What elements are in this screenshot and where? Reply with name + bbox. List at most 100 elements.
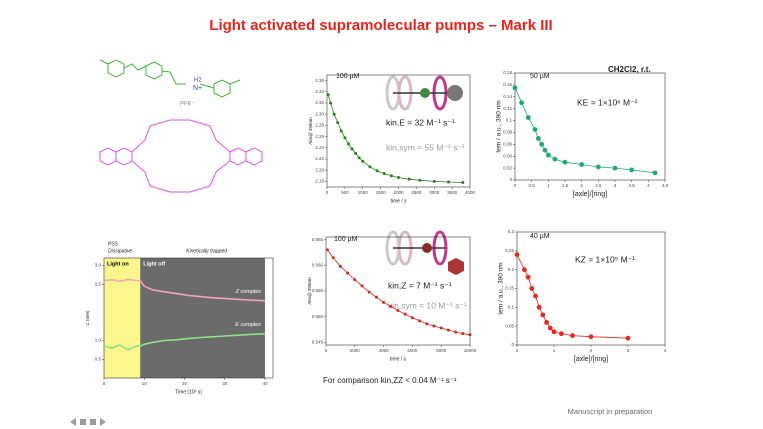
y-tick-label: 0.560 [312,262,324,267]
phase-label: PSS [108,241,119,247]
data-point [542,147,548,153]
data-point [382,172,386,176]
crown-structure [99,119,263,193]
y-tick-label: 2.5 [95,281,102,286]
x-tick-label: 6000 [407,348,418,353]
y-tick-label: 2.32 [315,100,324,105]
x-tick-label: 3500 [447,190,458,195]
plot-frame [103,257,274,379]
data-point [338,264,342,268]
y-tick-label: 0.05 [505,323,514,328]
ring-cartoon [385,75,464,275]
x-axis-label: time / s [390,198,407,204]
data-point [468,333,472,337]
series-label: E complex [235,322,261,328]
data-point [336,121,340,125]
x-tick-label: 4 [647,183,650,188]
y-tick-label: 0.5 [95,356,102,361]
data-point [612,165,618,171]
x-tick-label: 2000 [393,190,404,195]
annotation: 100 µM [336,73,360,80]
y-tick-label: 0.18 [503,70,512,75]
data-point [447,180,451,184]
axle-structure [99,59,241,98]
data-point [326,93,330,97]
x-tick-label: 8000 [436,348,447,353]
y-tick-label: 2.24 [315,145,324,150]
data-point [461,181,465,185]
phase-label: Dissipative [108,248,132,254]
x-tick-label: 10000 [464,348,477,353]
data-point [346,271,350,275]
data-point [544,320,549,325]
x-tick-label: 4 [664,348,667,353]
x-tick-label: 40 [262,381,268,386]
y-axis-label: C (mM) [85,310,90,325]
data-point [461,332,465,336]
plot-frame [514,72,666,181]
comparison: For comparison kin,ZZ < 0.04 M⁻¹ s⁻¹ [323,376,457,385]
region-label: Light on [107,261,129,267]
data-point [551,329,557,335]
annotation: 100 µM [334,236,358,243]
data-point [332,112,336,116]
x-tick-label: 2500 [411,190,422,195]
y-tick-label: 0 [509,177,512,182]
y-tick-label: 0.15 [505,286,514,291]
data-point [625,335,631,341]
y-tick-label: 0.14 [503,94,512,99]
y-tick-label: 0.04 [503,153,512,158]
y-tick-label: 2.22 [315,156,324,161]
y-tick-label: 0.565 [312,237,324,242]
data-point [532,127,538,132]
y-tick-label: 0.545 [312,340,324,345]
data-point [559,331,564,337]
data-point [403,312,407,316]
y-axis-label: Iem / a.u., 390 nm [498,262,505,314]
y-tick-label: 2.36 [315,78,324,83]
y-tick-label: 0.1 [506,118,513,123]
y-tick-label: 2.18 [315,179,324,184]
data-point [522,267,527,273]
y-tick-label: 2.20 [315,167,324,172]
chart: Light on Light off 0.5 1.0 2.5 3.0 0 10 20 30 40 Ti… [85,241,274,395]
x-axis-label: [axle]/[ring] [573,191,607,198]
data-point [418,319,422,323]
annotation: kin,Z = 7 M⁻¹ s⁻¹ [388,280,452,290]
x-tick-label: 0 [325,348,328,353]
data-point [329,101,333,105]
x-tick-label: 2.5 [595,183,602,188]
region [140,258,265,378]
data-point [533,293,538,299]
y-axis-label: Iem / a.u., 390 nm [496,100,503,152]
y-tick-label: 0.25 [505,248,514,253]
x-tick-label: 0 [103,381,106,386]
data-point [570,333,575,338]
y-axis-label: Abs@ 390nm [307,277,312,305]
data-point [535,135,541,141]
data-point [446,328,450,332]
structure-label: H2 [194,78,202,84]
data-point [407,177,411,181]
data-point [539,141,545,147]
data-point [432,324,436,328]
data-point [595,164,601,170]
y-tick-label: 0.3 [508,229,515,234]
x-tick-label: 2 [590,348,593,353]
data-point [547,325,553,331]
y-tick-label: 2.28 [315,123,324,128]
x-tick-label: 1500 [376,190,387,195]
data-point [552,156,558,162]
data-point [545,152,551,158]
series-line [103,278,266,302]
x-tick-label: 2000 [350,348,361,353]
x-axis-label: time / s [390,356,407,362]
y-tick-label: 0.555 [312,288,324,293]
data-point [374,295,378,299]
data-point [525,274,531,280]
x-tick-label: 1 [553,348,556,353]
toolbar[interactable] [70,418,106,426]
chart: 0.545 0.550 0.555 0.560 0.565 0 2000 4000 6000 80… [307,236,477,362]
y-tick-label: 0.1 [508,305,515,310]
